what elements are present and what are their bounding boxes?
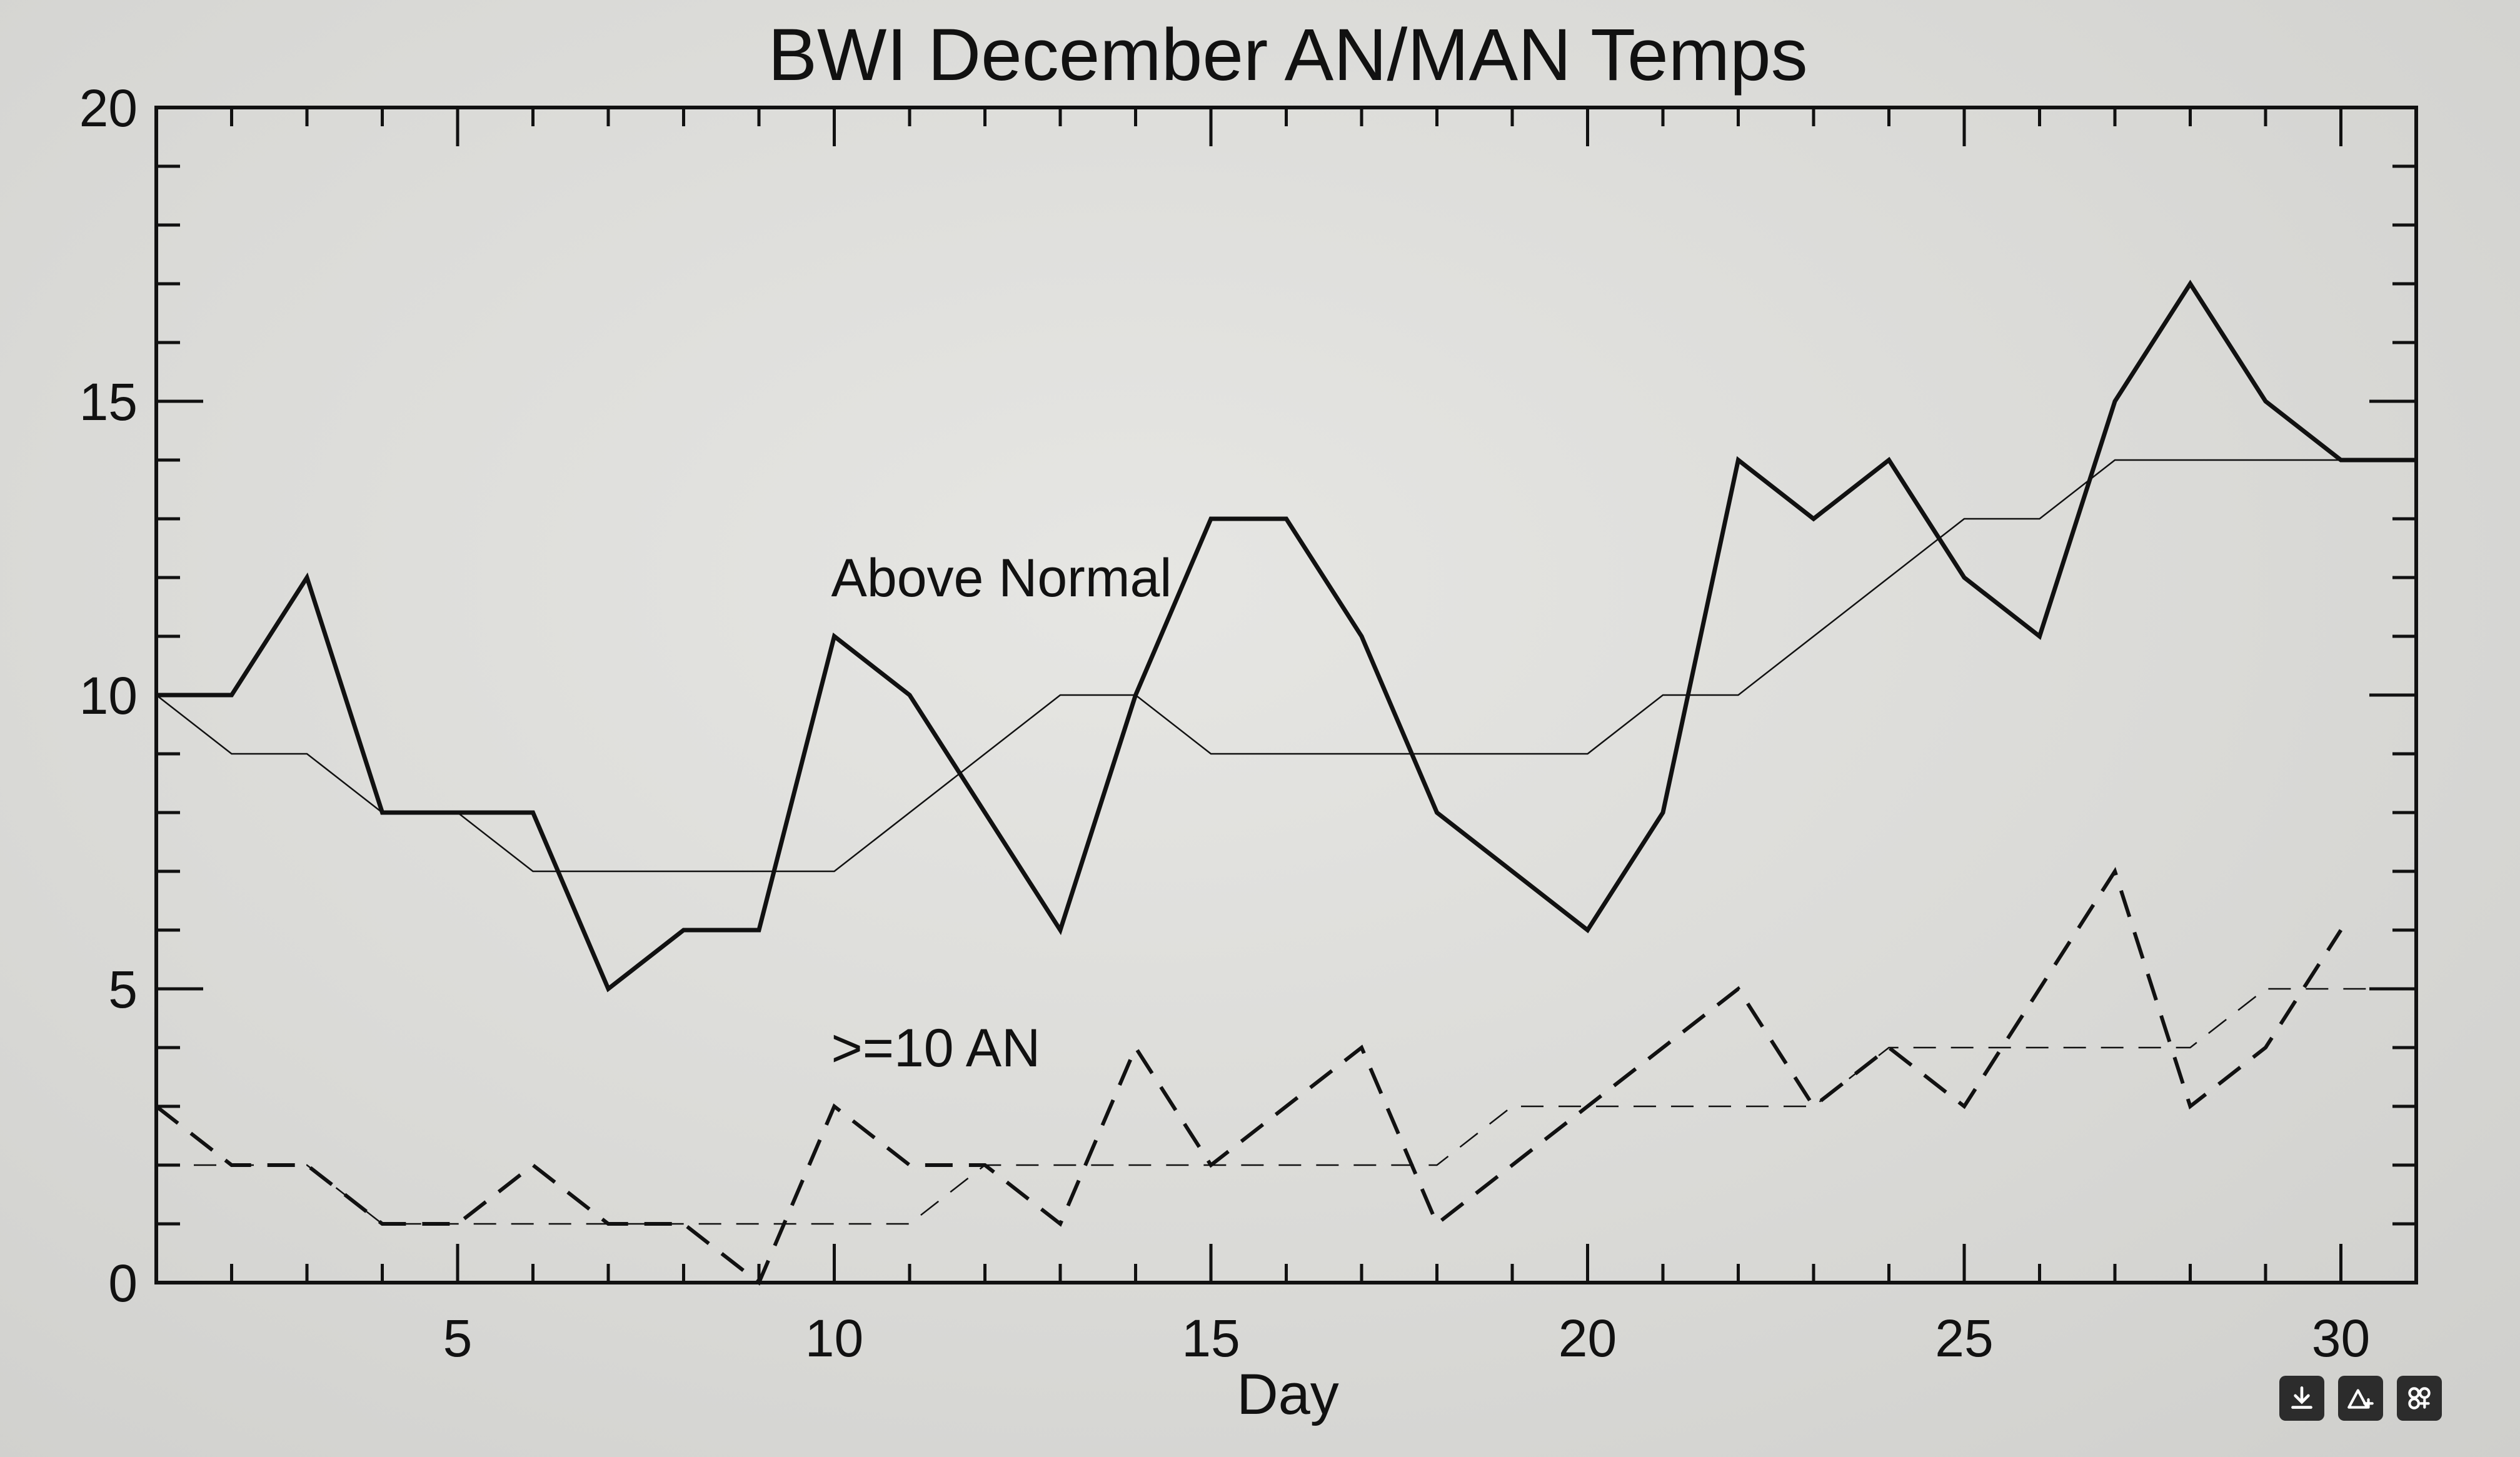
series-line-solid-thick [156, 279, 2416, 993]
y-tick-label: 5 [108, 960, 138, 1019]
annotation-above-normal: Above Normal [831, 548, 1172, 608]
y-tick-label: 0 [108, 1254, 138, 1313]
y-tick-label: 15 [79, 373, 138, 431]
annotation-ge10-an: >=10 AN [831, 1018, 1041, 1078]
series-line-dashed-thick [155, 867, 2343, 1286]
visual-lookup-icon [2408, 1387, 2431, 1409]
add-to-photos-button[interactable] [2338, 1376, 2383, 1421]
series-lines [155, 279, 2416, 1286]
y-tick-label: 20 [79, 79, 138, 138]
series-line-solid-thin [156, 459, 2416, 873]
x-tick-label: 15 [1182, 1309, 1240, 1368]
x-tick-label: 30 [2312, 1309, 2370, 1368]
image-toolbar [2279, 1376, 2442, 1421]
y-tick-label: 10 [79, 666, 138, 725]
x-tick-label: 20 [1559, 1309, 1617, 1368]
x-tick-label: 25 [1935, 1309, 1993, 1368]
download-icon [2291, 1386, 2312, 1409]
add-to-photos-icon [2347, 1389, 2374, 1409]
visual-lookup-button[interactable] [2397, 1376, 2442, 1421]
chart-title: BWI December AN/MAN Temps [768, 14, 1807, 96]
tick-labels: 5 10 15 20 25 30 0 5 10 15 20 [79, 79, 2371, 1368]
series-line-dashed-thin [156, 988, 2416, 1225]
x-tick-label: 10 [805, 1309, 863, 1368]
x-axis-label: Day [1237, 1363, 1339, 1426]
x-tick-label: 5 [443, 1309, 473, 1368]
download-button[interactable] [2279, 1376, 2324, 1421]
